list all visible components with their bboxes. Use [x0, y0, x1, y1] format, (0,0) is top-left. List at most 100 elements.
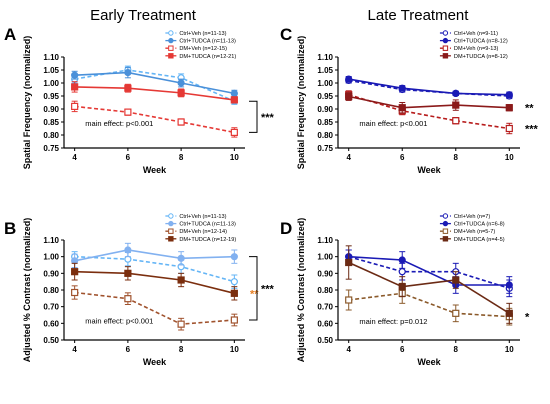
legend-entry: DM+Veh (n=9-13)	[439, 45, 499, 52]
y-tick-label: 1.10	[43, 53, 59, 62]
legend-label: DM+TUDCA (n=8-12)	[454, 54, 508, 60]
legend-marker	[442, 220, 449, 227]
series-1	[71, 242, 238, 268]
legend-marker	[442, 45, 449, 51]
y-axis-label: Spatial Frequency (normalized)	[296, 36, 306, 170]
legend-label: DM+TUDCA (n=12-21)	[179, 54, 236, 60]
significance-marker: ***	[261, 283, 275, 295]
y-tick-label: 0.80	[43, 131, 59, 140]
panel-letter: C	[280, 25, 292, 44]
y-tick-label: 0.90	[43, 105, 59, 114]
series-line	[348, 95, 510, 109]
legend-label: DM+Veh (n=12-14)	[179, 229, 227, 235]
legend-label: Ctrl+Veh (n=9-11)	[454, 31, 498, 37]
panel-a: A 0.75 0.80 0.85 0.90 0.95 1.00 1.05 1.10 4 6 8 10 We…	[4, 25, 275, 175]
series-line	[348, 261, 510, 315]
data-point	[398, 268, 406, 276]
y-tick-label: 1.00	[317, 253, 333, 262]
legend-marker	[168, 45, 174, 51]
legend-marker	[168, 228, 174, 234]
y-tick-label: 0.60	[317, 319, 333, 328]
y-tick-label: 0.80	[43, 286, 59, 295]
y-tick-label: 0.90	[317, 269, 333, 278]
y-tick-label: 1.00	[43, 79, 59, 88]
significance-marker: ***	[525, 124, 539, 136]
data-point	[177, 276, 185, 284]
series-line	[74, 270, 235, 295]
legend-entry: DM+Veh (n=5-7)	[439, 228, 495, 235]
legend-entry: Ctrl+Veh (n=7)	[439, 213, 491, 220]
early-treatment-title: Early Treatment	[90, 7, 197, 24]
legend-marker	[442, 37, 449, 44]
y-tick-label: 0.90	[317, 105, 333, 114]
series-3	[345, 245, 513, 324]
x-tick-label: 6	[400, 345, 405, 354]
legend-marker	[442, 53, 449, 59]
data-point	[177, 254, 185, 262]
series-2	[71, 100, 238, 138]
y-axis-label: Adjusted % Contrast (normalized)	[296, 218, 306, 363]
series-3	[71, 262, 238, 301]
x-tick-label: 4	[72, 345, 77, 354]
legend-entry: DM+Veh (n=12-15)	[165, 45, 227, 52]
legend-marker	[442, 30, 449, 36]
x-axis-label: Week	[417, 165, 441, 175]
significance-marker: **	[525, 103, 534, 115]
y-tick-label: 0.75	[317, 144, 333, 153]
legend-entry: DM+Veh (n=12-14)	[165, 228, 227, 235]
data-point	[505, 124, 513, 133]
series-line	[348, 255, 510, 290]
series-1	[345, 75, 513, 99]
y-tick-label: 0.85	[317, 118, 333, 127]
data-point	[124, 295, 132, 303]
data-point	[230, 128, 238, 136]
y-tick-label: 0.50	[43, 336, 59, 345]
legend-entry: Ctrl+TUDCA (n=6-8)	[439, 220, 505, 228]
main-effect-annotation: main effect: p<0.001	[359, 119, 427, 128]
significance-marker: *	[525, 312, 530, 324]
legend-entry: DM+TUDCA (n=4-5)	[439, 236, 505, 243]
data-point	[505, 91, 513, 99]
legend-marker	[442, 236, 449, 242]
x-tick-label: 6	[126, 345, 131, 354]
data-point	[230, 316, 238, 324]
x-tick-label: 8	[454, 153, 459, 162]
data-point	[124, 68, 132, 77]
series-line	[74, 249, 235, 262]
legend-label: DM+Veh (n=9-13)	[454, 46, 499, 52]
data-point	[230, 253, 238, 261]
legend-label: Ctrl+TUDCA (n=11-13)	[179, 222, 236, 228]
y-tick-label: 1.00	[317, 79, 333, 88]
y-axis-label: Spatial Frequency (normalized)	[22, 36, 32, 170]
series-line	[348, 292, 510, 318]
x-tick-label: 8	[179, 345, 184, 354]
legend-label: Ctrl+Veh (n=7)	[454, 214, 491, 220]
legend-label: Ctrl+Veh (n=11-13)	[179, 214, 226, 220]
series-1	[71, 66, 238, 98]
data-point	[177, 89, 185, 97]
y-tick-label: 0.80	[317, 131, 333, 140]
legend-marker	[168, 30, 174, 36]
data-point	[71, 288, 79, 297]
data-point	[452, 101, 460, 109]
data-point	[452, 276, 460, 284]
legend-marker	[168, 53, 174, 59]
legend-entry: DM+TUDCA (n=12-21)	[165, 53, 236, 60]
legend-marker	[168, 213, 174, 219]
y-tick-label: 1.10	[317, 53, 333, 62]
legend-entry: Ctrl+Veh (n=11-13)	[165, 30, 227, 37]
significance-bracket	[249, 100, 258, 133]
data-point	[452, 117, 460, 125]
y-tick-label: 1.05	[43, 66, 59, 75]
legend-label: DM+Veh (n=5-7)	[454, 229, 495, 235]
x-tick-label: 4	[346, 153, 351, 162]
legend-label: Ctrl+TUDCA (n=6-8)	[454, 222, 505, 228]
series-2	[71, 285, 238, 331]
data-point	[124, 246, 132, 254]
y-tick-label: 0.80	[317, 286, 333, 295]
panel-b: B 0.50 0.60 0.70 0.80 0.90 1.00 1.10 4 6 8 10 Week Ad…	[4, 213, 275, 367]
y-tick-label: 0.90	[43, 269, 59, 278]
x-tick-label: 8	[454, 345, 459, 354]
panel-letter: B	[4, 219, 16, 238]
data-point	[505, 104, 513, 112]
